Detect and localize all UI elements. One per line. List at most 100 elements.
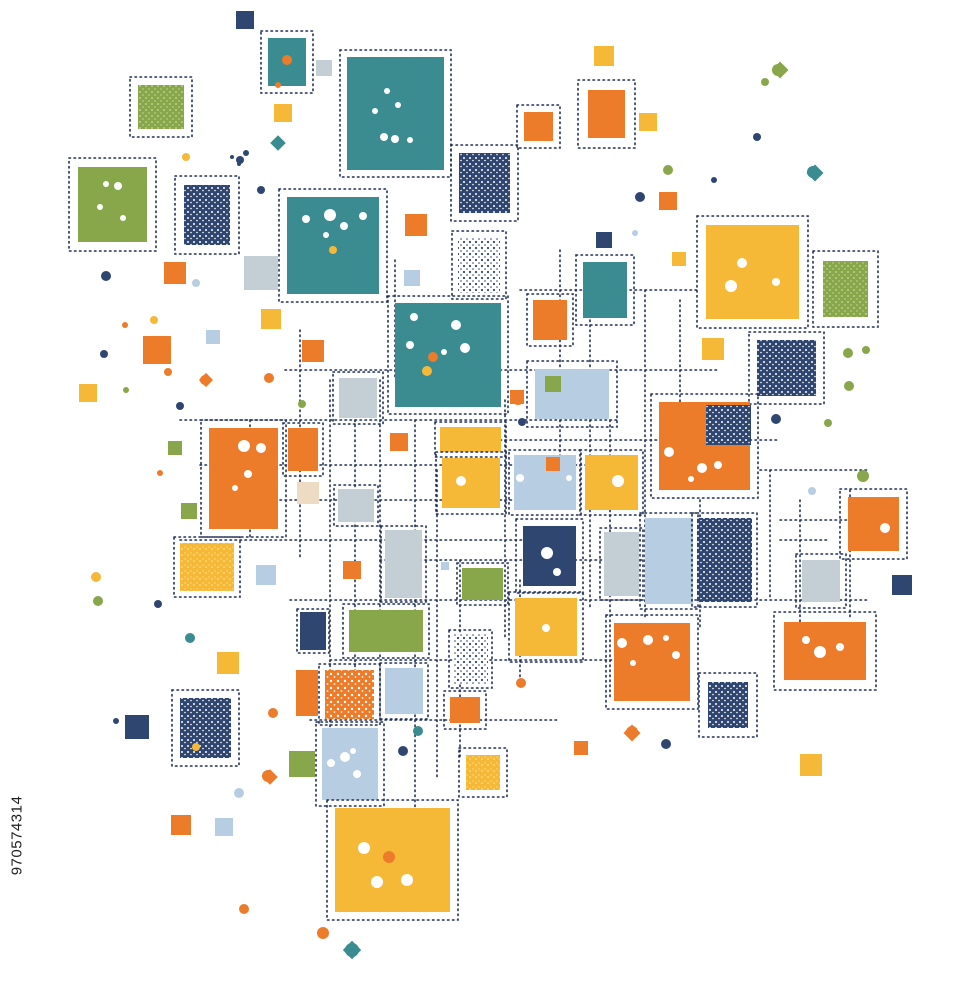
- confetti-dot-icon: [407, 137, 413, 143]
- square-tile-icon: [546, 457, 560, 471]
- dashed-frame-icon: [379, 662, 429, 720]
- dashed-frame-icon: [174, 175, 240, 255]
- square-tile-icon: [339, 378, 377, 418]
- square-tile-icon: [466, 755, 500, 790]
- dashed-frame-icon: [200, 419, 287, 538]
- confetti-dot-icon: [122, 322, 128, 328]
- confetti-dot-icon: [553, 568, 561, 576]
- confetti-dot-icon: [270, 135, 286, 151]
- dashed-frame-icon: [260, 30, 314, 94]
- confetti-dot-icon: [623, 724, 641, 742]
- square-tile-icon: [459, 153, 510, 213]
- dashed-frame-icon: [577, 79, 636, 149]
- square-tile-icon: [325, 670, 374, 719]
- confetti-dot-icon: [380, 133, 388, 141]
- confetti-dot-icon: [192, 279, 200, 287]
- confetti-dot-icon: [93, 596, 103, 606]
- confetti-dot-icon: [428, 352, 438, 362]
- dashed-frame-icon: [458, 747, 508, 798]
- confetti-dot-icon: [635, 192, 645, 202]
- confetti-dot-icon: [395, 102, 401, 108]
- confetti-dot-icon: [275, 82, 281, 88]
- confetti-dot-icon: [164, 368, 172, 376]
- confetti-dot-icon: [239, 904, 249, 914]
- square-tile-icon: [614, 623, 690, 701]
- confetti-dot-icon: [324, 209, 336, 221]
- confetti-dot-icon: [371, 876, 383, 888]
- dashed-frame-icon: [171, 689, 240, 767]
- confetti-dot-icon: [302, 215, 310, 223]
- confetti-dot-icon: [384, 88, 390, 94]
- square-tile-icon: [206, 330, 220, 344]
- confetti-dot-icon: [753, 133, 761, 141]
- square-tile-icon: [848, 497, 899, 551]
- confetti-dot-icon: [383, 851, 395, 863]
- confetti-dot-icon: [441, 349, 447, 355]
- confetti-dot-icon: [857, 470, 869, 482]
- dashed-frame-icon: [387, 295, 509, 415]
- dashed-frame-icon: [696, 215, 809, 329]
- square-tile-icon: [302, 340, 324, 362]
- confetti-dot-icon: [862, 346, 870, 354]
- square-tile-icon: [453, 634, 488, 684]
- dashed-frame-icon: [599, 527, 644, 601]
- square-tile-icon: [385, 530, 422, 598]
- confetti-dot-icon: [516, 678, 526, 688]
- confetti-dot-icon: [844, 381, 854, 391]
- square-tile-icon: [385, 668, 423, 714]
- confetti-dot-icon: [243, 150, 249, 156]
- square-tile-icon: [440, 427, 501, 452]
- dashed-frame-icon: [332, 371, 384, 425]
- dashed-frame-icon: [526, 360, 618, 428]
- square-tile-icon: [180, 698, 231, 758]
- square-tile-icon: [672, 252, 686, 266]
- confetti-dot-icon: [358, 842, 370, 854]
- confetti-dot-icon: [232, 485, 238, 491]
- square-tile-icon: [125, 715, 149, 739]
- confetti-dot-icon: [566, 475, 572, 481]
- square-tile-icon: [143, 336, 171, 364]
- confetti-dot-icon: [257, 186, 265, 194]
- square-tile-icon: [171, 815, 191, 835]
- dashed-frame-icon: [698, 672, 758, 738]
- square-tile-icon: [458, 237, 500, 293]
- confetti-dot-icon: [771, 61, 789, 79]
- square-tile-icon: [574, 741, 588, 755]
- dashed-frame-icon: [451, 230, 507, 300]
- confetti-dot-icon: [761, 78, 769, 86]
- square-tile-icon: [823, 261, 868, 317]
- square-tile-icon: [297, 482, 319, 504]
- dashed-frame-icon: [456, 562, 509, 606]
- confetti-dot-icon: [663, 635, 669, 641]
- dashed-frame-icon: [508, 449, 582, 516]
- square-tile-icon: [462, 568, 503, 600]
- dashed-frame-icon: [435, 451, 507, 515]
- confetti-dot-icon: [413, 726, 423, 736]
- square-tile-icon: [217, 652, 239, 674]
- confetti-dot-icon: [460, 343, 470, 353]
- square-tile-icon: [585, 455, 638, 510]
- confetti-dot-icon: [244, 470, 252, 478]
- dashed-frame-icon: [450, 144, 519, 222]
- confetti-dot-icon: [101, 271, 111, 281]
- confetti-dot-icon: [157, 470, 163, 476]
- dashed-frame-icon: [282, 422, 324, 477]
- square-tile-icon: [404, 270, 420, 286]
- confetti-dot-icon: [230, 155, 234, 159]
- dashed-frame-icon: [508, 591, 584, 663]
- dashed-frame-icon: [795, 553, 847, 609]
- confetti-dot-icon: [664, 447, 674, 457]
- confetti-dot-icon: [327, 759, 335, 767]
- confetti-dot-icon: [198, 372, 214, 388]
- dashed-frame-icon: [448, 629, 493, 689]
- square-tile-icon: [184, 185, 230, 245]
- square-tile-icon: [514, 455, 576, 510]
- confetti-dot-icon: [329, 246, 337, 254]
- square-tile-icon: [757, 340, 816, 396]
- square-tile-icon: [338, 489, 374, 522]
- confetti-dot-icon: [342, 940, 362, 960]
- confetti-dot-icon: [317, 927, 329, 939]
- square-tile-icon: [450, 697, 480, 723]
- square-tile-icon: [405, 214, 427, 236]
- square-tile-icon: [261, 309, 281, 329]
